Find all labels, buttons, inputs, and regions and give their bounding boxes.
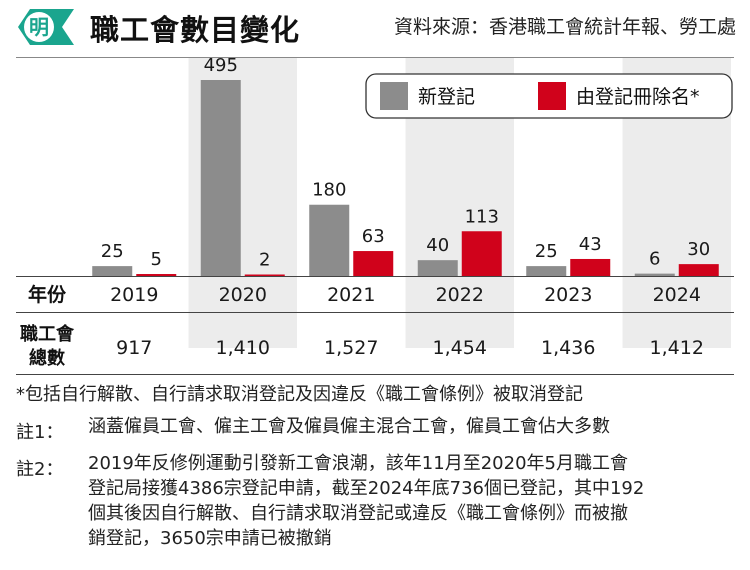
year-label-2020: 2020 [219,284,267,306]
bar-removed-2019 [136,274,177,276]
bar-removed-2022 [461,231,502,276]
bar-new-2020 [200,80,241,276]
label-new-2019: 25 [101,241,124,262]
legend-label-removed: 由登記冊除名* [576,86,700,108]
total-value-2020: 1,410 [216,337,270,359]
source-credit: 資料來源：香港職工會統計年報、勞工處 [393,16,736,38]
year-row-label: 年份 [28,283,67,306]
total-row-label-1: 職工會 [20,323,75,345]
bar-new-2024 [634,273,675,276]
year-label-2023: 2023 [544,284,592,306]
label-removed-2019: 5 [151,249,162,270]
legend-swatch-new [380,82,408,110]
year-label-2022: 2022 [436,284,484,306]
legend-swatch-removed [538,82,566,110]
footnote-star: *包括自行解散、自行請求取消登記及因違反《職工會條例》被取消登記 [16,384,583,405]
note-1-text: 涵蓋僱員工會、僱主工會及僱員僱主混合工會，僱員工會佔大多數 [88,416,610,437]
bar-removed-2021 [353,251,394,276]
note-2-line-1: 2019年反修例運動引發新工會浪潮，該年11月至2020年5月職工會 [88,453,628,474]
note-1-label: 註1： [16,422,64,443]
label-removed-2023: 43 [579,234,602,255]
label-new-2020: 495 [204,58,238,76]
legend-label-new: 新登記 [418,86,475,108]
bar-new-2021 [309,204,350,276]
total-value-2023: 1,436 [541,337,595,359]
label-new-2022: 40 [426,235,449,256]
bar-new-2022 [417,260,458,276]
ming-pao-logo-icon: 明 [18,9,74,45]
bar-chart: 25 5 495 2 180 63 40 113 25 43 6 30 年份 2019 2020 2021 20… [16,58,734,375]
total-value-2022: 1,454 [433,337,487,359]
bar-removed-2020 [244,274,285,276]
page-title: 職工會數目變化 [90,13,301,47]
label-removed-2021: 63 [362,226,385,247]
label-removed-2020: 2 [259,250,270,271]
year-label-2024: 2024 [653,284,701,306]
total-value-2019: 917 [116,337,152,359]
note-2-line-4: 銷登記，3650宗申請已被撤銷 [88,528,332,549]
total-value-2024: 1,412 [650,337,704,359]
year-label-2021: 2021 [327,284,375,306]
total-value-2021: 1,527 [324,337,378,359]
note-2-line-2: 登記局接獲4386宗登記申請，截至2024年底736個已登記，其中192 [88,478,645,499]
label-removed-2022: 113 [465,206,499,227]
header: 明 職工會數目變化 資料來源：香港職工會統計年報、勞工處 [0,0,750,52]
label-new-2024: 6 [649,249,660,270]
note-2-label: 註2： [16,459,64,480]
label-removed-2024: 30 [687,239,710,260]
label-new-2023: 25 [535,241,558,262]
label-new-2021: 180 [312,180,346,201]
bar-new-2023 [526,266,567,276]
header-divider [16,57,734,58]
logo-char: 明 [29,15,49,39]
bar-new-2019 [92,266,133,276]
bar-removed-2024 [678,264,719,276]
bar-removed-2023 [570,258,611,276]
total-row-label-2: 總數 [29,347,65,369]
year-label-2019: 2019 [110,284,158,306]
note-2-line-3: 個其後因自行解散、自行請求取消登記或違反《職工會條例》而被撤 [88,503,628,524]
